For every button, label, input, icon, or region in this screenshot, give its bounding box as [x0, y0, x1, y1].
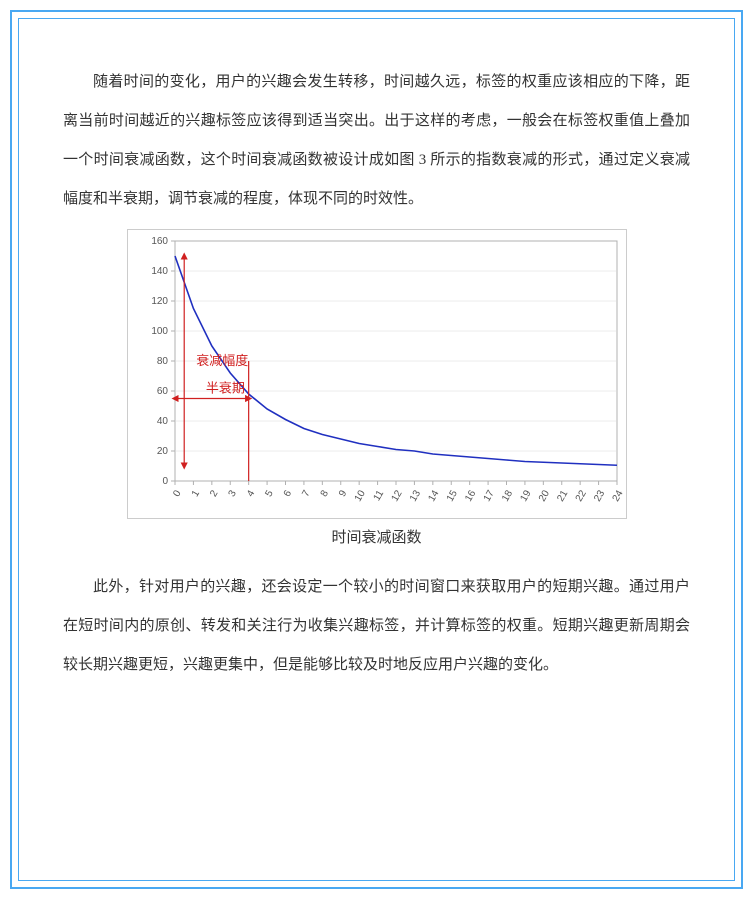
svg-text:21: 21: [555, 488, 570, 504]
svg-text:8: 8: [318, 488, 331, 499]
svg-text:4: 4: [245, 488, 258, 499]
svg-text:18: 18: [500, 488, 515, 504]
svg-text:13: 13: [407, 488, 422, 504]
svg-text:140: 140: [151, 266, 168, 277]
svg-text:10: 10: [352, 488, 367, 504]
svg-text:5: 5: [263, 488, 276, 499]
svg-text:12: 12: [389, 488, 404, 504]
svg-text:100: 100: [151, 326, 168, 337]
svg-text:24: 24: [610, 488, 625, 504]
svg-text:19: 19: [518, 488, 533, 504]
svg-text:9: 9: [337, 488, 350, 499]
svg-text:120: 120: [151, 296, 168, 307]
paragraph-1: 随着时间的变化，用户的兴趣会发生转移，时间越久远，标签的权重应该相应的下降，距离…: [63, 63, 690, 219]
svg-text:23: 23: [592, 488, 607, 504]
svg-text:3: 3: [226, 488, 239, 499]
svg-text:衰减幅度: 衰减幅度: [196, 353, 248, 368]
svg-text:80: 80: [156, 356, 168, 367]
svg-text:160: 160: [151, 236, 168, 247]
svg-text:22: 22: [573, 488, 588, 504]
decay-chart: 0204060801001201401600123456789101112131…: [63, 229, 690, 519]
chart-caption: 时间衰减函数: [63, 519, 690, 558]
svg-text:2: 2: [208, 488, 221, 499]
svg-text:15: 15: [444, 488, 459, 504]
svg-text:半衰期: 半衰期: [205, 381, 244, 396]
svg-text:14: 14: [426, 488, 441, 504]
svg-text:6: 6: [281, 488, 294, 499]
svg-text:17: 17: [481, 488, 496, 504]
svg-text:20: 20: [156, 446, 168, 457]
svg-text:60: 60: [156, 386, 168, 397]
svg-text:7: 7: [300, 488, 313, 499]
svg-text:20: 20: [536, 488, 551, 504]
svg-text:1: 1: [189, 488, 202, 499]
svg-text:16: 16: [463, 488, 478, 504]
svg-text:0: 0: [171, 488, 184, 499]
paragraph-2: 此外，针对用户的兴趣，还会设定一个较小的时间窗口来获取用户的短期兴趣。通过用户在…: [63, 568, 690, 685]
page-inner-border: 随着时间的变化，用户的兴趣会发生转移，时间越久远，标签的权重应该相应的下降，距离…: [18, 18, 735, 881]
page-blue-border: 随着时间的变化，用户的兴趣会发生转移，时间越久远，标签的权重应该相应的下降，距离…: [10, 10, 743, 889]
svg-text:0: 0: [162, 476, 168, 487]
page-outer-frame: 随着时间的变化，用户的兴趣会发生转移，时间越久远，标签的权重应该相应的下降，距离…: [0, 0, 753, 899]
svg-text:40: 40: [156, 416, 168, 427]
decay-chart-svg: 0204060801001201401600123456789101112131…: [127, 229, 627, 519]
svg-text:11: 11: [371, 488, 386, 503]
